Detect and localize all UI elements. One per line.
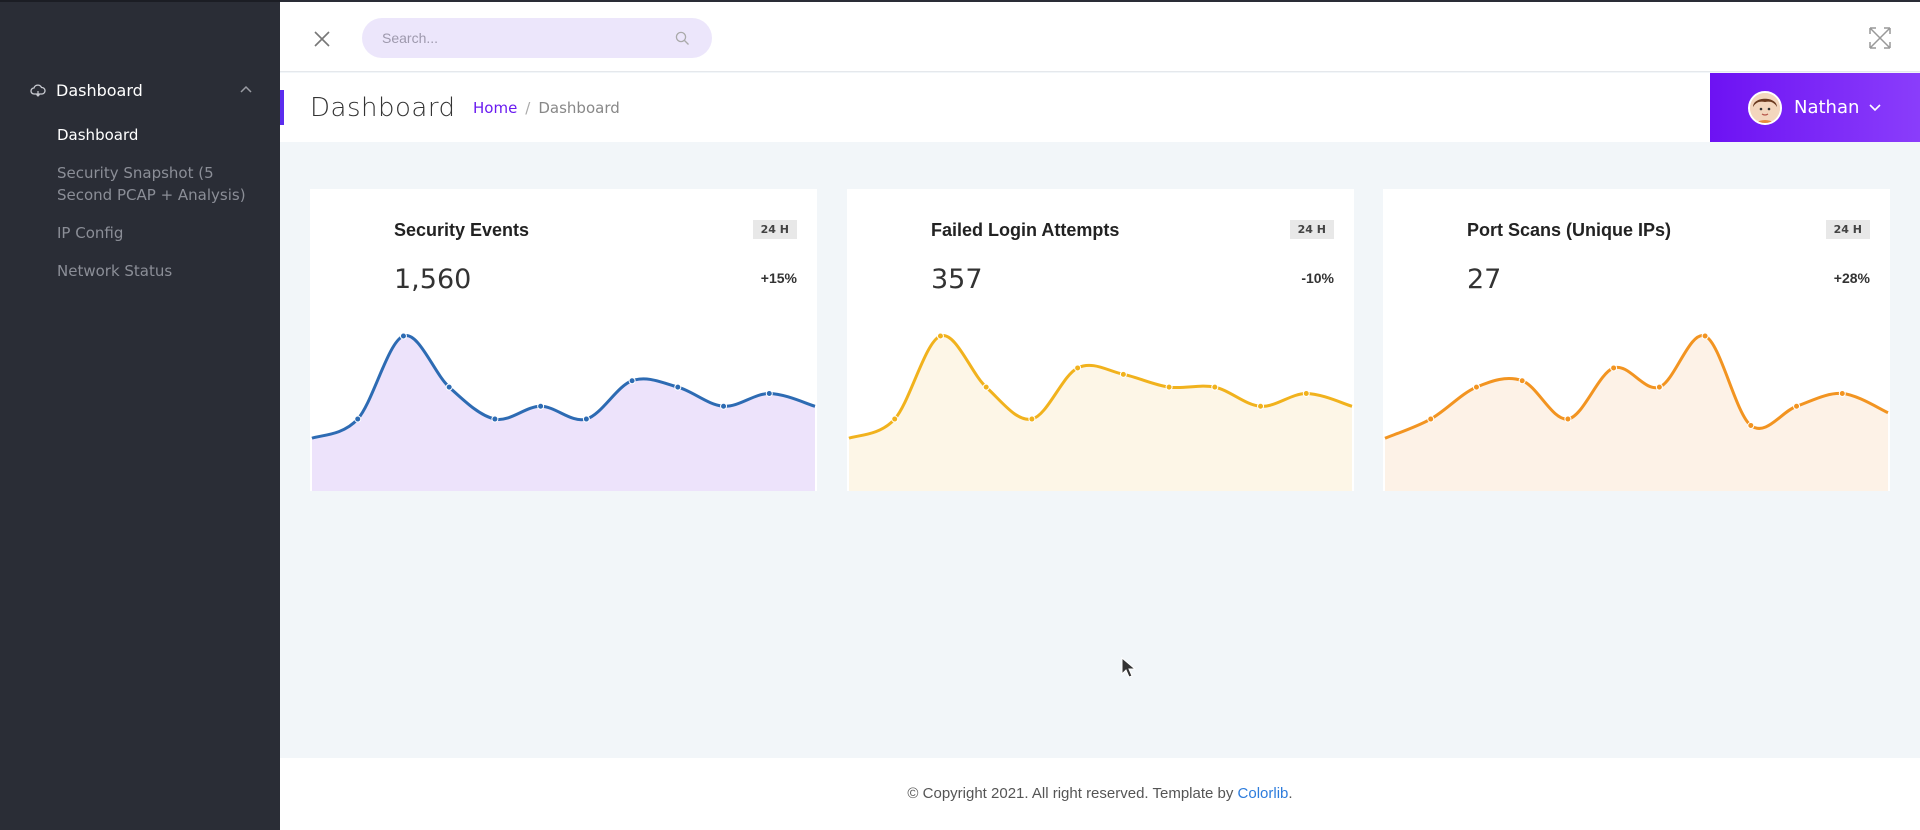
close-icon[interactable] xyxy=(313,30,331,48)
sidebar: Dashboard Dashboard Security Snapshot (5… xyxy=(0,0,280,830)
sparkline-point xyxy=(936,332,944,340)
sidebar-item-security-snapshot[interactable]: Security Snapshot (5 Second PCAP + Analy… xyxy=(57,164,246,204)
sparkline-point xyxy=(1564,415,1572,423)
search-icon[interactable] xyxy=(675,31,690,46)
sparkline-point xyxy=(1838,390,1846,397)
sparkline-point xyxy=(1165,383,1173,391)
title-bar: Dashboard Home / Dashboard Nathan xyxy=(280,73,1920,142)
card-change: +15% xyxy=(760,270,797,286)
mouse-cursor-icon xyxy=(1121,657,1137,678)
time-range-badge: 24 H xyxy=(752,220,797,239)
sparkline-point xyxy=(1472,383,1480,391)
sidebar-section-dashboard[interactable]: Dashboard xyxy=(0,63,280,118)
sparkline-point xyxy=(1701,332,1709,340)
sparkline-point xyxy=(491,415,499,423)
breadcrumb-home-link[interactable]: Home xyxy=(473,99,518,117)
sparkline-chart xyxy=(311,332,816,491)
avatar xyxy=(1748,90,1782,125)
sparkline-point xyxy=(1302,390,1310,397)
cloud-icon xyxy=(30,83,46,97)
top-bar xyxy=(280,0,1920,72)
sparkline-point xyxy=(1211,383,1219,391)
card-change: +28% xyxy=(1833,270,1870,286)
sidebar-item-network-status[interactable]: Network Status xyxy=(57,262,173,280)
sparkline-point xyxy=(1610,364,1618,372)
sparkline-point xyxy=(399,332,407,340)
sparkline-point xyxy=(1747,421,1755,429)
sparkline-point xyxy=(674,383,682,391)
sparkline-point xyxy=(1074,364,1082,372)
sparkline-point xyxy=(1793,402,1801,410)
stat-card-failed-logins: Failed Login Attempts 24 H 357 -10% xyxy=(847,189,1354,491)
stat-card-security-events: Security Events 24 H 1,560 +15% xyxy=(310,189,817,491)
sparkline-point xyxy=(537,402,545,410)
sidebar-item-ip-config[interactable]: IP Config xyxy=(57,224,124,242)
sidebar-section-label: Dashboard xyxy=(56,81,143,100)
card-title: Port Scans (Unique IPs) xyxy=(1467,220,1672,240)
footer-colorlib-link[interactable]: Colorlib xyxy=(1237,785,1289,802)
sidebar-menu: Dashboard Security Snapshot (5 Second PC… xyxy=(57,124,267,298)
sidebar-item-dashboard[interactable]: Dashboard xyxy=(57,126,139,144)
sparkline-point xyxy=(1518,377,1526,385)
sparkline-point xyxy=(1257,402,1265,410)
card-value: 1,560 xyxy=(394,264,472,295)
sparkline-point xyxy=(1427,415,1435,423)
sparkline-point xyxy=(982,383,990,391)
user-name: Nathan xyxy=(1794,97,1860,118)
footer-copyright: © Copyright 2021. All right reserved. Te… xyxy=(907,785,1238,802)
footer-period: . xyxy=(1288,785,1293,802)
sparkline-point xyxy=(720,402,728,410)
breadcrumb-current: Dashboard xyxy=(538,99,620,117)
stat-card-port-scans: Port Scans (Unique IPs) 24 H 27 +28% xyxy=(1383,189,1890,491)
footer: © Copyright 2021. All right reserved. Te… xyxy=(280,758,1920,830)
sparkline-point xyxy=(1655,383,1663,391)
breadcrumb-separator: / xyxy=(525,99,531,117)
fullscreen-icon[interactable] xyxy=(1868,26,1892,50)
sparkline-point xyxy=(628,377,636,385)
breadcrumb: Home / Dashboard xyxy=(473,99,620,117)
title-accent-bar xyxy=(280,90,284,125)
sparkline-point xyxy=(582,415,590,423)
card-change: -10% xyxy=(1301,270,1334,286)
sparkline-point xyxy=(354,415,362,423)
sparkline-chart xyxy=(1384,332,1889,491)
sparkline-point xyxy=(891,415,899,423)
chevron-down-icon xyxy=(1869,103,1881,111)
chevron-up-icon xyxy=(240,85,252,93)
search-input[interactable] xyxy=(362,18,712,58)
card-title: Failed Login Attempts xyxy=(931,220,1120,240)
time-range-badge: 24 H xyxy=(1825,220,1870,239)
sparkline-point xyxy=(445,383,453,391)
sparkline-point xyxy=(765,390,773,397)
user-menu-button[interactable]: Nathan xyxy=(1710,73,1920,142)
time-range-badge: 24 H xyxy=(1289,220,1334,239)
sparkline-chart xyxy=(848,332,1353,491)
sparkline-area xyxy=(1385,335,1888,491)
sparkline-point xyxy=(1028,415,1036,423)
page-title: Dashboard xyxy=(310,93,456,123)
card-value: 357 xyxy=(931,264,983,295)
card-value: 27 xyxy=(1467,264,1502,295)
sparkline-point xyxy=(1119,370,1127,378)
card-title: Security Events xyxy=(394,220,530,240)
